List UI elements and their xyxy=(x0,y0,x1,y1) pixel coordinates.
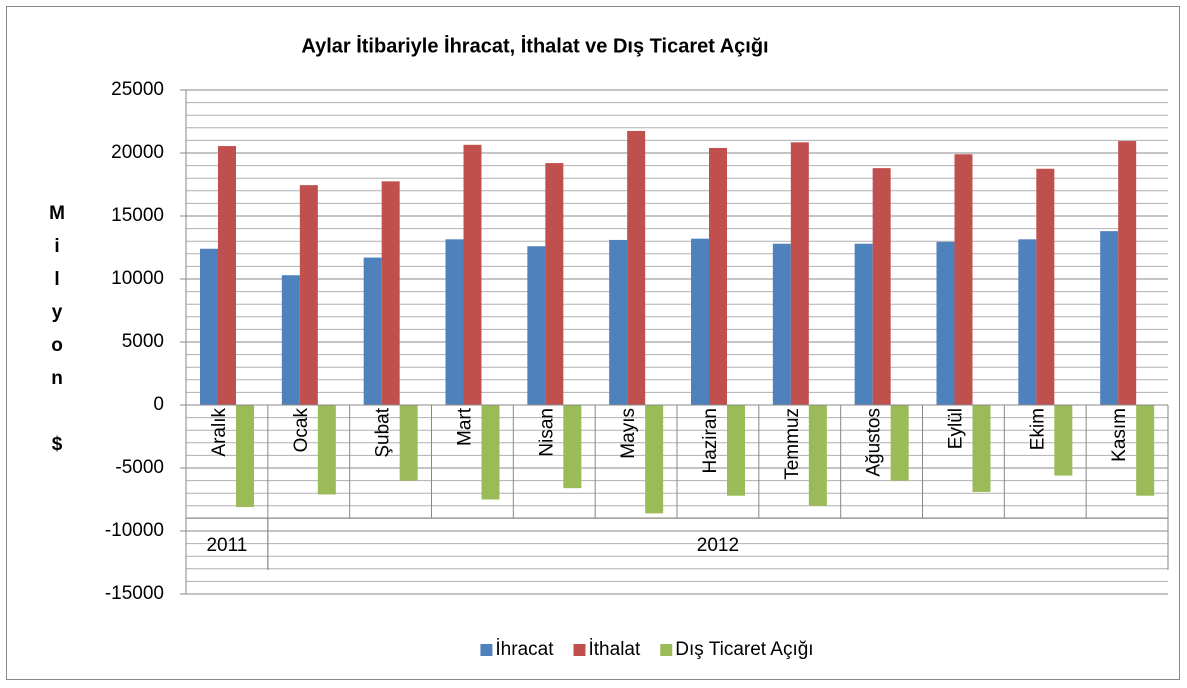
bar xyxy=(772,243,791,405)
legend-swatch xyxy=(480,644,493,656)
x-tick-label: Kasım xyxy=(1109,408,1130,462)
bar xyxy=(691,238,709,405)
bar xyxy=(872,168,891,405)
bar xyxy=(563,405,582,489)
x-tick-label: Şubat xyxy=(373,407,394,457)
legend-swatch xyxy=(573,644,586,656)
bar xyxy=(218,146,236,405)
bar xyxy=(727,405,745,496)
x-tick-label: Aralık xyxy=(209,408,230,457)
x-tick-label: Nisan xyxy=(536,408,557,457)
y-tick-label: 15000 xyxy=(111,205,164,226)
x-tick-label: Temmuz xyxy=(782,408,803,480)
y-tick-label: 20000 xyxy=(111,142,164,163)
bar xyxy=(709,147,727,405)
legend-label: Dış Ticaret Açığı xyxy=(675,639,813,660)
legend-swatch xyxy=(660,644,673,656)
bar xyxy=(645,405,664,514)
bar xyxy=(627,130,646,405)
legend-label: İthalat xyxy=(589,639,641,660)
group-label: 2011 xyxy=(206,535,247,556)
chart-border xyxy=(6,6,1180,680)
x-tick-label: Mart xyxy=(454,407,475,446)
bar xyxy=(299,185,318,405)
bar xyxy=(1018,239,1037,405)
bar xyxy=(1118,141,1137,405)
x-tick-label: Eylül xyxy=(945,408,966,449)
y-tick-label: -10000 xyxy=(105,520,164,541)
x-tick-label: Mayıs xyxy=(618,408,639,459)
y-tick-label: -5000 xyxy=(115,457,164,478)
bar xyxy=(317,405,336,495)
bar xyxy=(200,248,218,405)
bar xyxy=(481,405,500,500)
bar xyxy=(854,243,873,405)
y-tick-label: 0 xyxy=(153,394,164,415)
bar xyxy=(936,241,955,405)
bar xyxy=(381,181,400,405)
bar xyxy=(1054,405,1073,476)
bar xyxy=(1036,168,1055,405)
bar xyxy=(790,142,809,406)
bar xyxy=(463,144,482,405)
bar xyxy=(954,154,973,405)
bar xyxy=(545,163,564,405)
y-tick-label: 10000 xyxy=(111,268,164,289)
bar xyxy=(1100,231,1119,405)
bar xyxy=(363,257,382,405)
legend: İhracat İthalat Dış Ticaret Açığı xyxy=(480,639,814,660)
y-tick-label: 5000 xyxy=(122,331,164,352)
y-tick-label: 25000 xyxy=(111,79,164,100)
x-tick-label: Haziran xyxy=(700,408,721,473)
bar xyxy=(236,405,254,508)
x-tick-label: Ekim xyxy=(1027,408,1048,450)
legend-label: İhracat xyxy=(495,639,554,660)
chart-title: Aylar İtibariyle İhracat, İthalat ve Dış… xyxy=(301,34,768,57)
bar xyxy=(972,405,991,492)
bar xyxy=(1136,405,1155,496)
bar xyxy=(890,405,909,481)
bar xyxy=(609,239,628,405)
group-label: 2012 xyxy=(697,535,739,556)
x-tick-label: Ocak xyxy=(291,408,312,453)
bar xyxy=(445,239,464,405)
bar xyxy=(527,246,546,405)
x-tick-label: Ağustos xyxy=(864,408,885,477)
bar xyxy=(808,405,827,506)
bar xyxy=(399,405,418,481)
bar xyxy=(281,275,300,405)
y-tick-label: -15000 xyxy=(105,583,164,604)
